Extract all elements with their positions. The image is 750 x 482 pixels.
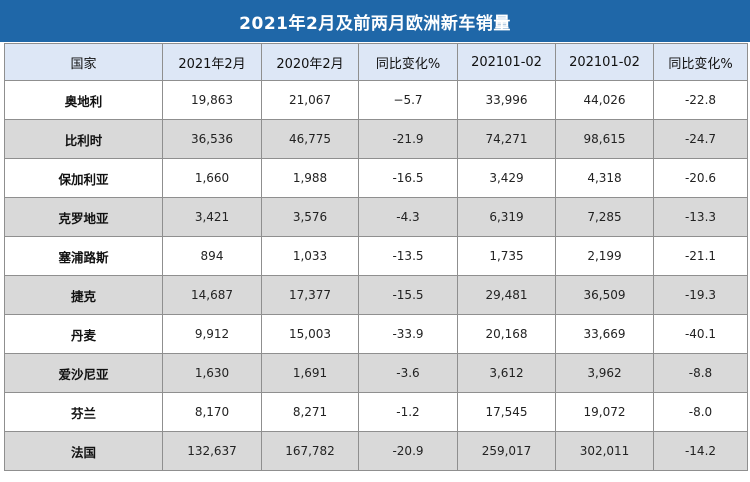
table-row: 比利时 36,536 46,775 -21.9 74,271 98,615 -2… — [4, 119, 748, 159]
cell-value: 1,033 — [261, 236, 359, 276]
cell-value: 167,782 — [261, 431, 359, 471]
cell-value: 20,168 — [457, 314, 556, 354]
table-row: 保加利亚 1,660 1,988 -16.5 3,429 4,318 -20.6 — [4, 158, 748, 198]
cell-value: -4.3 — [358, 197, 458, 237]
cell-value: 36,536 — [162, 119, 262, 159]
cell-value: 3,421 — [162, 197, 262, 237]
cell-value: 7,285 — [555, 197, 654, 237]
cell-value: 1,660 — [162, 158, 262, 198]
cell-value: -24.7 — [653, 119, 748, 159]
cell-value: -20.9 — [358, 431, 458, 471]
table-title: 2021年2月及前两月欧洲新车销量 — [0, 0, 750, 42]
cell-value: -3.6 — [358, 353, 458, 393]
table-row: 芬兰 8,170 8,271 -1.2 17,545 19,072 -8.0 — [4, 392, 748, 432]
cell-country: 芬兰 — [4, 392, 163, 432]
cell-country: 克罗地亚 — [4, 197, 163, 237]
cell-value: -13.5 — [358, 236, 458, 276]
cell-value: 3,576 — [261, 197, 359, 237]
cell-value: -15.5 — [358, 275, 458, 315]
table-row: 奥地利 19,863 21,067 −5.7 33,996 44,026 -22… — [4, 80, 748, 120]
cell-value: 21,067 — [261, 80, 359, 120]
cell-value: 259,017 — [457, 431, 556, 471]
cell-value: 14,687 — [162, 275, 262, 315]
header-ytd-2020: 202101-02 — [555, 43, 654, 81]
cell-value: 1,988 — [261, 158, 359, 198]
cell-value: -40.1 — [653, 314, 748, 354]
cell-country: 比利时 — [4, 119, 163, 159]
cell-value: 1,630 — [162, 353, 262, 393]
sales-table: 国家 2021年2月 2020年2月 同比变化% 202101-02 20210… — [4, 43, 748, 471]
cell-value: -8.0 — [653, 392, 748, 432]
table-row: 法国 132,637 167,782 -20.9 259,017 302,011… — [4, 431, 748, 471]
cell-value: 33,669 — [555, 314, 654, 354]
cell-value: 1,691 — [261, 353, 359, 393]
cell-value: 17,377 — [261, 275, 359, 315]
table-row: 丹麦 9,912 15,003 -33.9 20,168 33,669 -40.… — [4, 314, 748, 354]
cell-country: 法国 — [4, 431, 163, 471]
cell-value: 2,199 — [555, 236, 654, 276]
table-row: 克罗地亚 3,421 3,576 -4.3 6,319 7,285 -13.3 — [4, 197, 748, 237]
cell-value: -20.6 — [653, 158, 748, 198]
cell-country: 丹麦 — [4, 314, 163, 354]
cell-value: 98,615 — [555, 119, 654, 159]
header-yoy-ytd: 同比变化% — [653, 43, 748, 81]
cell-value: -22.8 — [653, 80, 748, 120]
header-feb-2020: 2020年2月 — [261, 43, 359, 81]
table-row: 捷克 14,687 17,377 -15.5 29,481 36,509 -19… — [4, 275, 748, 315]
header-ytd-2021: 202101-02 — [457, 43, 556, 81]
cell-value: -14.2 — [653, 431, 748, 471]
cell-value: 3,612 — [457, 353, 556, 393]
cell-country: 奥地利 — [4, 80, 163, 120]
header-yoy-feb: 同比变化% — [358, 43, 458, 81]
header-feb-2021: 2021年2月 — [162, 43, 262, 81]
cell-value: 8,170 — [162, 392, 262, 432]
cell-value: 1,735 — [457, 236, 556, 276]
cell-country: 爱沙尼亚 — [4, 353, 163, 393]
cell-value: 6,319 — [457, 197, 556, 237]
cell-value: 9,912 — [162, 314, 262, 354]
cell-value: −5.7 — [358, 80, 458, 120]
cell-country: 塞浦路斯 — [4, 236, 163, 276]
cell-value: 44,026 — [555, 80, 654, 120]
cell-value: -21.1 — [653, 236, 748, 276]
cell-value: 29,481 — [457, 275, 556, 315]
cell-value: 132,637 — [162, 431, 262, 471]
cell-value: 46,775 — [261, 119, 359, 159]
cell-value: 19,072 — [555, 392, 654, 432]
cell-value: -21.9 — [358, 119, 458, 159]
cell-value: 33,996 — [457, 80, 556, 120]
cell-value: -33.9 — [358, 314, 458, 354]
cell-value: 302,011 — [555, 431, 654, 471]
cell-country: 捷克 — [4, 275, 163, 315]
cell-value: -1.2 — [358, 392, 458, 432]
cell-value: -19.3 — [653, 275, 748, 315]
header-country: 国家 — [4, 43, 163, 81]
header-row: 国家 2021年2月 2020年2月 同比变化% 202101-02 20210… — [4, 43, 748, 81]
cell-value: 74,271 — [457, 119, 556, 159]
cell-value: -16.5 — [358, 158, 458, 198]
cell-value: -13.3 — [653, 197, 748, 237]
table-row: 塞浦路斯 894 1,033 -13.5 1,735 2,199 -21.1 — [4, 236, 748, 276]
cell-country: 保加利亚 — [4, 158, 163, 198]
cell-value: 17,545 — [457, 392, 556, 432]
cell-value: 3,962 — [555, 353, 654, 393]
cell-value: 19,863 — [162, 80, 262, 120]
cell-value: 15,003 — [261, 314, 359, 354]
cell-value: 8,271 — [261, 392, 359, 432]
cell-value: -8.8 — [653, 353, 748, 393]
cell-value: 4,318 — [555, 158, 654, 198]
table-row: 爱沙尼亚 1,630 1,691 -3.6 3,612 3,962 -8.8 — [4, 353, 748, 393]
cell-value: 894 — [162, 236, 262, 276]
cell-value: 36,509 — [555, 275, 654, 315]
cell-value: 3,429 — [457, 158, 556, 198]
